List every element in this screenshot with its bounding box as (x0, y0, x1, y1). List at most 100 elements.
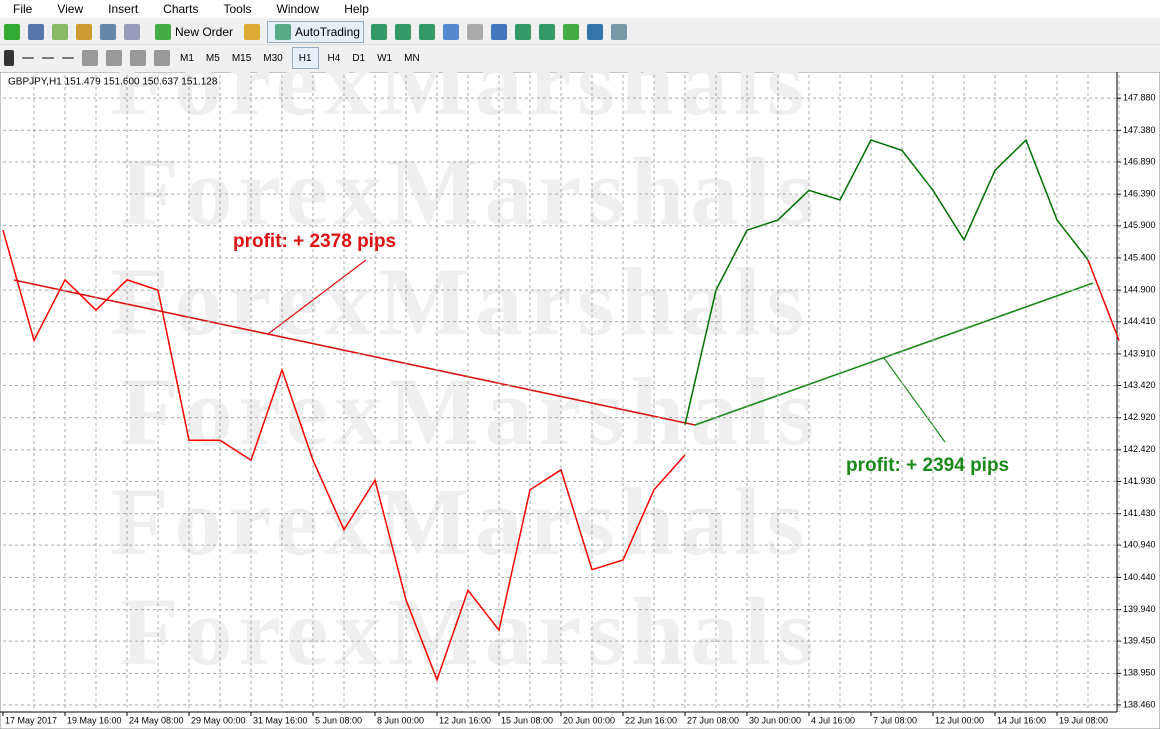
icon[interactable] (82, 50, 98, 66)
menu-item[interactable]: View (57, 2, 84, 16)
y-tick-label: 140.940 (1123, 540, 1156, 550)
y-tick-label: 139.940 (1123, 604, 1156, 614)
menu-item[interactable]: Help (344, 2, 369, 16)
x-tick-label: 4 Jul 16:00 (811, 715, 855, 725)
x-tick-label: 17 May 2017 (5, 715, 57, 725)
timeframe-button[interactable]: W1 (377, 52, 393, 64)
watermark: ForexMarshals (110, 248, 810, 355)
icon[interactable] (610, 23, 627, 40)
icon[interactable] (52, 23, 68, 40)
annotation: profit: + 2378 pips (233, 231, 396, 252)
timeframe-button[interactable]: H4 (327, 52, 341, 64)
x-tick-label: 19 Jul 08:00 (1059, 715, 1108, 725)
icon[interactable] (124, 23, 140, 40)
x-tick-label: 12 Jun 16:00 (439, 715, 491, 725)
y-tick-label: 147.880 (1123, 93, 1156, 103)
icon[interactable] (106, 50, 122, 66)
timeframe-button[interactable]: H1 (291, 47, 319, 69)
x-tick-label: 12 Jul 00:00 (935, 715, 984, 725)
x-tick-label: 27 Jun 08:00 (687, 715, 739, 725)
icon[interactable] (562, 23, 579, 40)
icon[interactable] (4, 50, 14, 66)
y-tick-label: 143.910 (1123, 348, 1156, 358)
icon[interactable] (4, 23, 20, 40)
x-tick-label: 20 Jun 00:00 (563, 715, 615, 725)
watermark: ForexMarshals (120, 138, 820, 245)
x-tick-label: 30 Jun 00:00 (749, 715, 801, 725)
y-tick-label: 141.430 (1123, 508, 1156, 518)
x-tick-label: 8 Jun 00:00 (377, 715, 424, 725)
x-tick-label: 14 Jul 16:00 (997, 715, 1046, 725)
y-tick-label: 140.440 (1123, 572, 1156, 582)
y-tick-label: 144.410 (1123, 316, 1156, 326)
toolbar: M1 M5 M15 M30 H1 H4 D1 W1 MN (0, 45, 1160, 71)
icon[interactable] (418, 23, 435, 40)
y-tick-label: 138.950 (1123, 668, 1156, 678)
icon[interactable] (394, 23, 411, 40)
label: New Order (175, 24, 234, 39)
price-line (684, 138, 1089, 425)
menu-bar: File View Insert Charts Tools Window Help (0, 0, 1160, 18)
y-tick-label: 141.930 (1123, 476, 1156, 486)
watermark: ForexMarshals (110, 468, 810, 575)
label: AutoTrading (295, 24, 360, 39)
chart: ForexMarshalsForexMarshalsForexMarshalsF… (0, 72, 1160, 729)
icon[interactable] (586, 23, 603, 40)
watermark: ForexMarshals (110, 72, 810, 135)
menu-item[interactable]: Window (276, 2, 320, 16)
icon[interactable] (76, 23, 92, 40)
watermark: ForexMarshals (120, 578, 820, 685)
icon[interactable] (28, 23, 44, 40)
x-tick-label: 7 Jul 08:00 (873, 715, 917, 725)
icon[interactable] (538, 23, 555, 40)
new-order-button[interactable]: New Order (147, 21, 237, 43)
timeframe-button[interactable]: D1 (352, 52, 366, 64)
annotation: profit: + 2394 pips (846, 455, 1009, 476)
icon[interactable] (370, 23, 387, 40)
menu-item[interactable]: Tools (223, 2, 252, 16)
menu-item[interactable]: File (13, 2, 33, 16)
price-line (2, 230, 1120, 682)
toolbar: New Order AutoTrading (0, 19, 1160, 45)
icon[interactable] (130, 50, 146, 66)
timeframes: M1 M5 M15 M30 H1 H4 D1 W1 MN (174, 47, 426, 69)
x-tick-label: 22 Jun 16:00 (625, 715, 677, 725)
y-tick-label: 142.420 (1123, 444, 1156, 454)
y-tick-label: 147.380 (1123, 125, 1156, 135)
x-tick-label: 5 Jun 08:00 (315, 715, 362, 725)
timeframe-button[interactable]: M30 (263, 52, 283, 64)
icon[interactable] (22, 57, 34, 59)
watermark: ForexMarshals (120, 358, 820, 465)
y-tick-label: 145.400 (1123, 252, 1156, 262)
chart-title: GBPJPY,H1 151.479 151.600 150.637 151.12… (8, 77, 218, 88)
icon[interactable] (42, 57, 54, 59)
y-tick-label: 146.890 (1123, 156, 1156, 166)
icon[interactable] (466, 23, 483, 40)
icon[interactable] (62, 57, 74, 59)
icon[interactable] (442, 23, 459, 40)
timeframe-button[interactable]: MN (404, 52, 420, 64)
menu-item[interactable]: Insert (108, 2, 139, 16)
y-tick-label: 139.450 (1123, 636, 1156, 646)
timeframe-button[interactable]: M1 (180, 52, 194, 64)
timeframe-button[interactable]: M5 (205, 52, 220, 64)
watermarks: ForexMarshalsForexMarshalsForexMarshalsF… (110, 72, 820, 685)
y-tick-label: 144.900 (1123, 284, 1156, 294)
icon[interactable] (490, 23, 507, 40)
y-tick-label: 146.390 (1123, 189, 1156, 199)
y-tick-label: 142.920 (1123, 412, 1156, 422)
icon[interactable] (100, 23, 116, 40)
x-tick-label: 29 May 00:00 (191, 715, 246, 725)
timeframe-button[interactable]: M15 (231, 52, 252, 64)
x-tick-label: 19 May 16:00 (67, 715, 122, 725)
y-tick-label: 138.460 (1123, 699, 1156, 709)
icon[interactable] (244, 23, 261, 40)
autotrading-button[interactable]: AutoTrading (267, 20, 364, 43)
menu-item[interactable]: Charts (163, 2, 199, 16)
y-tick-label: 143.420 (1123, 380, 1156, 390)
y-tick-label: 145.900 (1123, 220, 1156, 230)
x-tick-label: 24 May 08:00 (129, 715, 184, 725)
icon[interactable] (154, 50, 170, 66)
icon[interactable] (514, 23, 531, 40)
